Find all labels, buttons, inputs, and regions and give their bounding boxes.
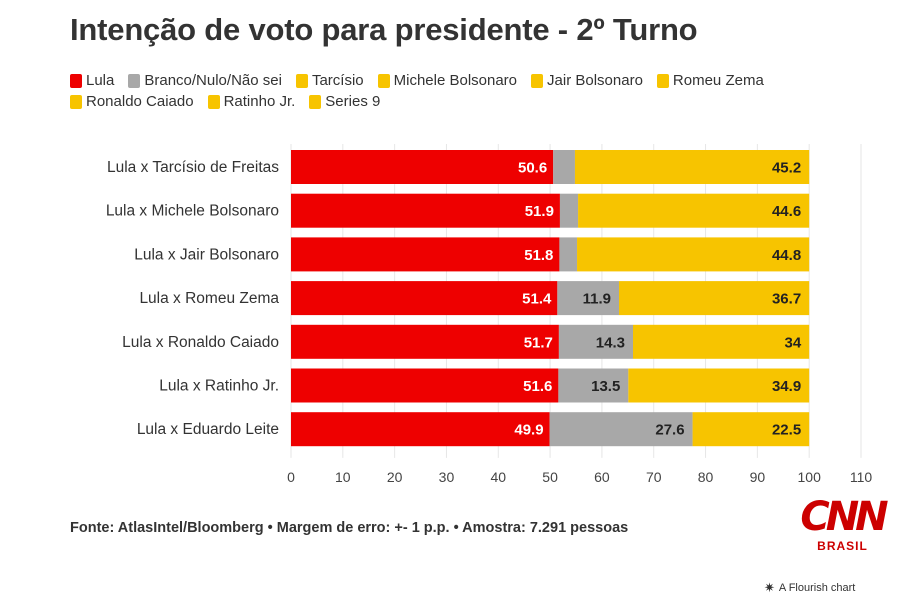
data-label: 51.6 (523, 378, 552, 395)
bar-segment (628, 368, 810, 403)
legend-swatch (656, 73, 669, 88)
x-tick-label: 80 (698, 469, 714, 485)
logo-sub: BRASIL (817, 539, 868, 553)
legend-item[interactable]: Lula (70, 72, 114, 89)
data-label: 22.5 (772, 422, 801, 439)
legend-swatch (128, 73, 141, 88)
flourish-credit[interactable]: ✷ A Flourish chart (764, 580, 855, 596)
legend-item[interactable]: Branco/Nulo/Não sei (128, 72, 282, 89)
legend-label: Series 9 (325, 93, 381, 110)
legend-swatch (295, 73, 308, 88)
legend-item[interactable]: Romeu Zema (656, 72, 764, 89)
x-tick-label: 10 (335, 469, 351, 485)
legend-item[interactable]: Ronaldo Caiado (70, 93, 194, 110)
legend-swatch (70, 94, 82, 109)
x-tick-label: 30 (439, 469, 455, 485)
data-label: 51.9 (525, 203, 554, 220)
cnn-brasil-logo: CNN BRASIL (800, 494, 888, 557)
data-label: 51.4 (522, 291, 552, 308)
category-label: Lula x Michele Bolsonaro (106, 203, 279, 220)
source-note: Fonte: AtlasIntel/Bloomberg • Margem de … (70, 520, 629, 536)
category-label: Lula x Ratinho Jr. (159, 378, 279, 395)
bar-segment (291, 412, 550, 447)
legend-label: Romeu Zema (672, 72, 764, 89)
legend-item[interactable]: Series 9 (309, 93, 380, 110)
bar-segment (559, 193, 579, 228)
data-label: 34 (784, 334, 801, 351)
x-tick-label: 60 (594, 469, 610, 485)
bar-segment (578, 193, 810, 228)
data-label: 36.7 (772, 291, 801, 308)
data-label: 45.2 (772, 160, 801, 177)
bar-segment (291, 237, 560, 272)
x-tick-label: 100 (798, 469, 822, 485)
legend-swatch (207, 94, 220, 109)
legend-swatch (377, 73, 390, 88)
category-label: Lula x Eduardo Leite (137, 421, 279, 438)
legend-swatch (70, 73, 82, 88)
data-label: 34.9 (772, 378, 801, 395)
legend-swatch (309, 94, 322, 109)
bar-segment (291, 281, 558, 316)
legend-item[interactable]: Jair Bolsonaro (531, 72, 643, 89)
flourish-star-icon: ✷ (764, 580, 775, 595)
data-label: 44.8 (772, 247, 801, 264)
data-label: 13.5 (591, 378, 620, 395)
category-label: Lula x Jair Bolsonaro (134, 246, 279, 263)
legend-label: Michele Bolsonaro (393, 72, 518, 89)
flourish-credit-text: A Flourish chart (778, 582, 856, 594)
data-label: 51.7 (524, 334, 553, 351)
x-tick-label: 70 (646, 469, 662, 485)
data-label: 27.6 (655, 422, 684, 439)
bar-segment (553, 150, 575, 184)
legend-item[interactable]: Ratinho Jr. (207, 93, 296, 110)
data-label: 49.9 (514, 422, 543, 439)
bar-segment (557, 281, 620, 316)
logo-main: CNN (800, 494, 888, 540)
bar-segment (558, 368, 629, 403)
chart-title: Intenção de voto para presidente - 2º Tu… (70, 12, 698, 47)
bar-segment (291, 368, 559, 403)
legend-item[interactable]: Tarcísio (295, 72, 364, 89)
x-tick-label: 90 (750, 469, 766, 485)
data-label: 51.8 (524, 247, 553, 264)
x-tick-label: 20 (387, 469, 403, 485)
legend-label: Jair Bolsonaro (547, 72, 643, 89)
x-tick-label: 40 (490, 469, 506, 485)
legend-label: Ronaldo Caiado (86, 93, 194, 110)
data-label: 50.6 (518, 160, 547, 177)
data-label: 14.3 (596, 334, 625, 351)
bar-segment (558, 324, 633, 359)
bar-segment (549, 412, 693, 447)
x-tick-label: 50 (542, 469, 558, 485)
legend-label: Lula (86, 72, 115, 89)
bar-segment (291, 193, 560, 228)
legend-item[interactable]: Michele Bolsonaro (377, 72, 518, 89)
data-label: 11.9 (583, 291, 611, 308)
bar-segment (577, 237, 810, 272)
legend-swatch (531, 73, 544, 88)
chart-legend: Lula Branco/Nulo/Não sei Tarcísio Michele B… (70, 72, 830, 110)
bar-segment (574, 150, 810, 184)
category-label: Lula x Romeu Zema (139, 290, 279, 307)
category-label: Lula x Tarcísio de Freitas (107, 159, 279, 176)
category-label: Lula x Ronaldo Caiado (122, 334, 279, 351)
bar-segment (692, 412, 810, 447)
data-label: 44.6 (772, 203, 801, 220)
x-tick-label: 110 (850, 469, 873, 485)
bar-segment (291, 324, 559, 359)
bar-segment (559, 237, 578, 272)
legend-label: Tarcísio (311, 72, 364, 89)
bar-segment (291, 150, 554, 184)
legend-label: Ratinho Jr. (223, 93, 296, 110)
bar-segment (619, 281, 810, 316)
x-tick-label: 0 (287, 469, 295, 485)
bar-segment (633, 324, 810, 359)
legend-label: Branco/Nulo/Não sei (144, 72, 282, 89)
